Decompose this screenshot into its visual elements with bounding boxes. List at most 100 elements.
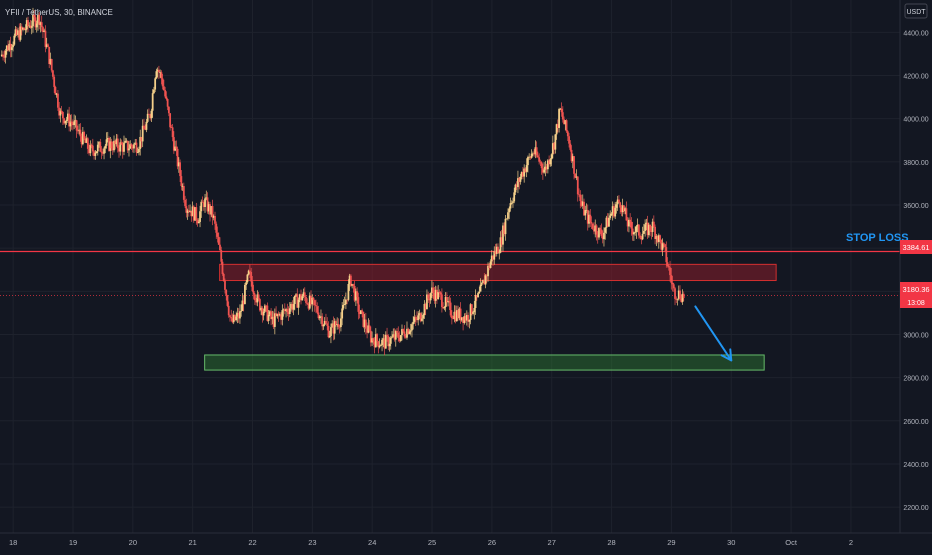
candle-body: [110, 141, 113, 149]
candle-body: [33, 14, 36, 18]
candle-body: [423, 303, 426, 316]
candle-body: [575, 176, 578, 178]
candle-body: [105, 139, 108, 146]
candle-body: [378, 345, 381, 348]
candle-body: [182, 186, 185, 200]
candle-body: [502, 225, 504, 245]
candle-body: [166, 99, 169, 107]
candle-body: [449, 302, 452, 316]
candle-body: [373, 341, 376, 348]
candle-body: [494, 251, 497, 254]
candle-body: [282, 309, 285, 311]
candle-body: [497, 246, 499, 254]
candle-body: [453, 311, 456, 319]
candle-body: [300, 294, 302, 301]
candle-body: [598, 227, 600, 238]
x-tick-label: 29: [667, 538, 675, 547]
candle-body: [212, 215, 215, 218]
currency-badge[interactable]: USDT: [906, 9, 926, 16]
candle-body: [184, 199, 186, 207]
candle-body: [306, 302, 309, 304]
candle-body: [75, 120, 78, 131]
candle-body: [475, 295, 478, 298]
candle-body: [439, 292, 442, 295]
candle-body: [2, 54, 4, 57]
candle-body: [347, 283, 350, 300]
candle-body: [616, 199, 619, 205]
candle-body: [81, 131, 84, 145]
symbol-title[interactable]: YFII / TetherUS, 30, BINANCE: [5, 8, 113, 17]
candle-body: [114, 140, 117, 145]
candle-body: [443, 307, 446, 309]
candle-body: [246, 274, 249, 283]
candle-body: [237, 313, 240, 319]
candle-body: [170, 127, 173, 129]
candle-body: [101, 152, 104, 154]
candle-body: [154, 78, 157, 90]
candle-body: [64, 120, 67, 124]
candle-body: [421, 318, 423, 321]
candle-body: [15, 29, 18, 35]
candle-body: [517, 178, 519, 188]
candle-body: [18, 30, 21, 40]
y-tick-label: 3600.00: [903, 203, 928, 210]
candle-body: [354, 291, 357, 301]
candle-body: [427, 294, 430, 299]
candle-body: [551, 143, 554, 155]
candle-body: [83, 131, 86, 139]
candle-body: [307, 303, 310, 309]
candle-body: [362, 311, 365, 327]
candle-body: [17, 30, 19, 35]
candle-body: [312, 297, 315, 301]
candle-body: [550, 154, 553, 160]
candle-body: [583, 201, 585, 216]
candle-body: [207, 204, 210, 212]
candle-body: [460, 317, 463, 321]
x-tick-label: 22: [248, 538, 256, 547]
candle-body: [499, 237, 502, 253]
x-tick-label: 27: [548, 538, 556, 547]
y-tick-label: 4400.00: [903, 30, 928, 37]
x-axis[interactable]: 18 19 20 21 22 23 24 25 26 27 28 29 30 Oct 2: [9, 538, 853, 547]
candle-body: [381, 339, 383, 346]
candle-body: [406, 328, 408, 338]
candle-body: [525, 165, 528, 172]
candle-body: [50, 59, 53, 71]
candle-body: [63, 118, 66, 124]
candle-body: [78, 129, 81, 131]
candle-body: [215, 223, 218, 233]
candle-body: [283, 309, 286, 312]
candle-body: [206, 197, 209, 212]
candle-body: [323, 320, 326, 325]
candle-body: [579, 194, 582, 202]
candle-body: [250, 271, 253, 282]
candle-body: [8, 43, 11, 51]
x-tick-label: 21: [189, 538, 197, 547]
candle-body: [409, 330, 412, 332]
candle-body: [129, 144, 132, 149]
candle-body: [29, 25, 32, 28]
currency-badge-box[interactable]: [904, 3, 928, 19]
candle-body: [680, 298, 683, 302]
candle-body: [656, 236, 659, 242]
candle-body: [57, 93, 59, 108]
candle-body: [252, 291, 255, 295]
candle-body: [584, 210, 587, 216]
candle-body: [644, 224, 647, 231]
x-tick-label: 24: [368, 538, 376, 547]
candle-body: [32, 14, 34, 27]
candle-body: [596, 234, 599, 238]
candle-body: [553, 143, 555, 150]
candle-body: [591, 223, 594, 229]
candle-body: [136, 152, 139, 153]
candle-body: [159, 72, 162, 74]
x-tick-label: 20: [129, 538, 137, 547]
candle-body: [641, 233, 644, 240]
candle-body: [342, 305, 345, 309]
candle-body: [532, 153, 534, 155]
candle-body: [116, 138, 119, 149]
candle-body: [118, 148, 120, 152]
candle-body: [310, 295, 312, 305]
